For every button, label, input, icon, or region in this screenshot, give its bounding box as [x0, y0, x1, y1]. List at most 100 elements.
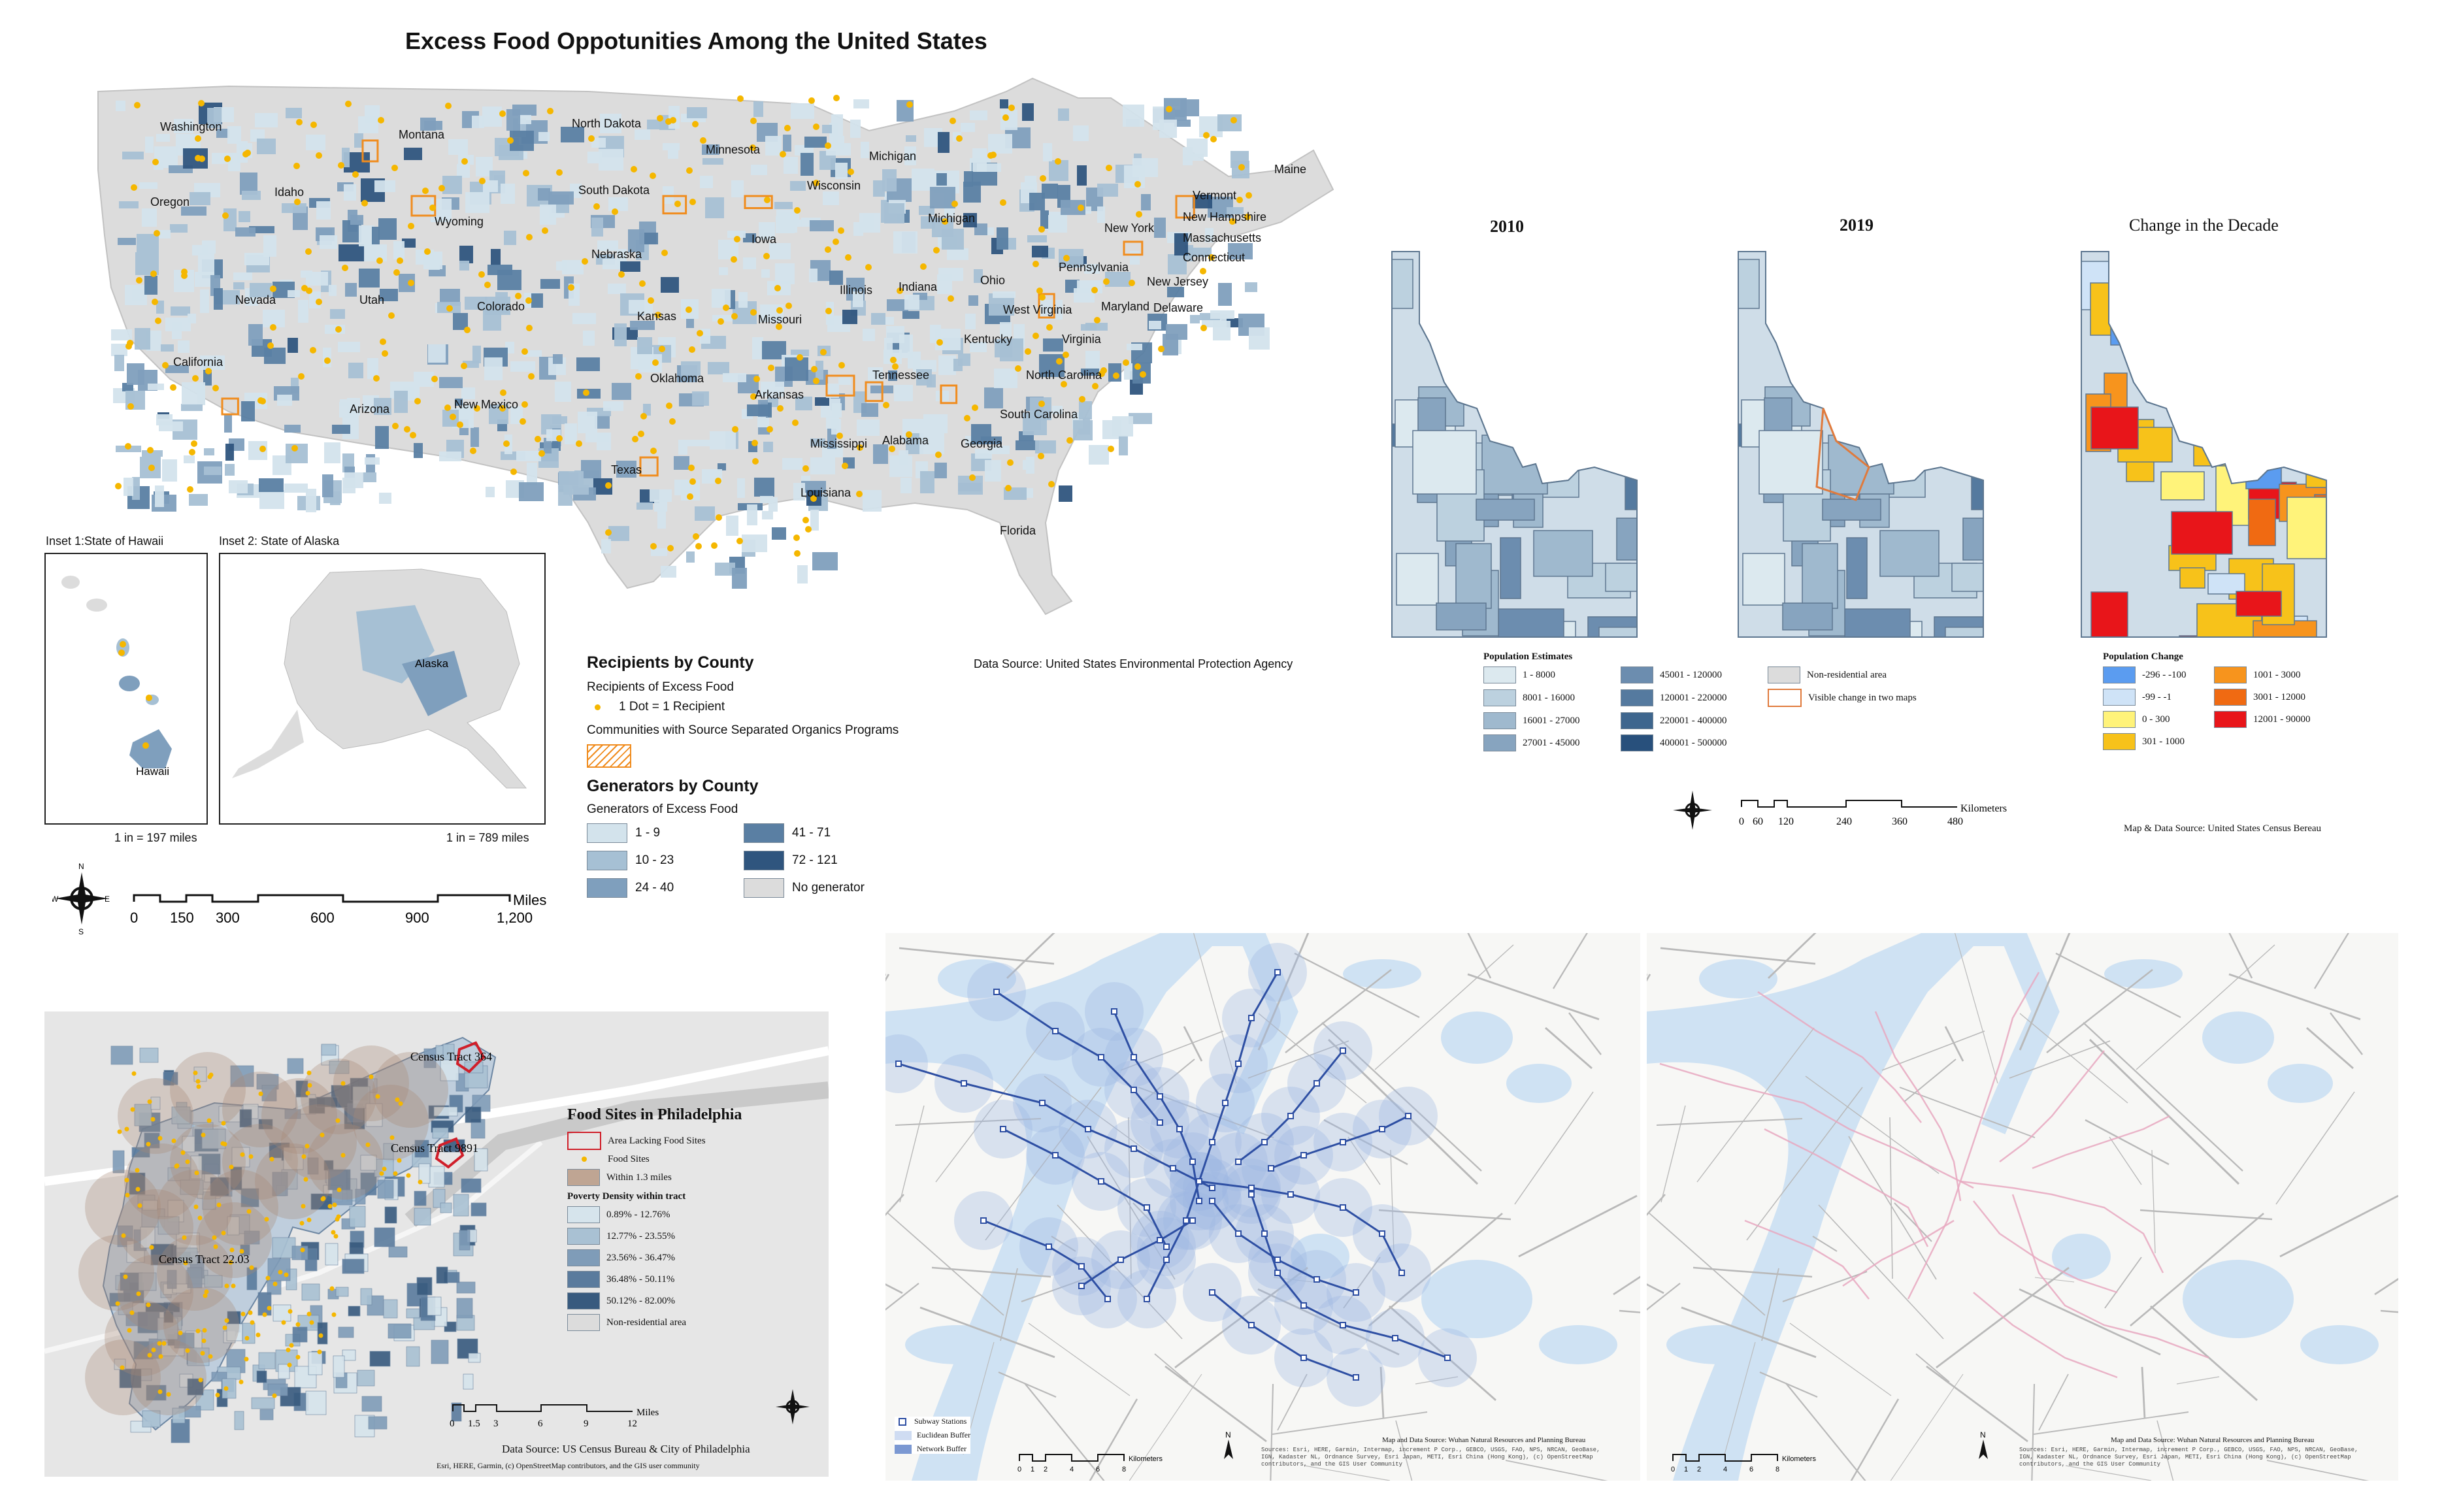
recipient-dot: [291, 445, 298, 452]
food-site: [318, 1333, 323, 1338]
recipient-dot: [848, 169, 854, 175]
pop-class-label: 27001 - 45000: [1523, 737, 1580, 748]
subway-route: [1874, 1011, 1962, 1202]
food-site: [331, 1312, 337, 1317]
recipient-dot: [457, 421, 463, 428]
tract: [414, 1140, 429, 1158]
recipient-dot: [479, 178, 486, 184]
recipient-dot: [345, 101, 352, 107]
food-site: [301, 1154, 306, 1159]
county: [459, 246, 473, 263]
road: [1648, 1212, 1766, 1316]
philly-scale-label: 3: [493, 1419, 499, 1429]
station: [1131, 1087, 1137, 1093]
county: [1048, 215, 1067, 233]
recipient-dot: [388, 312, 395, 319]
county: [759, 222, 775, 240]
poverty-label: 12.77% - 23.55%: [606, 1230, 675, 1241]
road: [1272, 1411, 1428, 1435]
county: [591, 138, 606, 148]
county: [156, 301, 164, 314]
county: [510, 131, 534, 151]
county: [559, 471, 584, 485]
recipient-dot: [576, 440, 582, 447]
recipient-dot: [657, 115, 663, 122]
tract: [119, 1368, 142, 1389]
road: [1850, 1398, 1900, 1481]
station: [1098, 1178, 1104, 1185]
road: [2055, 952, 2181, 1019]
county: [601, 539, 611, 553]
station: [1405, 1113, 1412, 1119]
county: [1530, 393, 1590, 448]
county: [710, 431, 736, 450]
svg-text:S: S: [78, 927, 84, 934]
county: [775, 263, 795, 284]
recipient-dot: [1091, 287, 1098, 293]
county: [938, 355, 956, 375]
county: [1594, 399, 1619, 431]
county: [742, 534, 767, 552]
state-label: California: [173, 355, 223, 369]
tract: [305, 1390, 327, 1415]
tract: [187, 1267, 203, 1289]
county: [2179, 352, 2245, 414]
wuhan-right-credits: Sources: Esri, HERE, Garmin, Intermap, i…: [2019, 1447, 2358, 1468]
state-label: South Carolina: [1000, 408, 1078, 421]
county: [883, 350, 902, 364]
food-site: [299, 1221, 305, 1226]
lake: [1699, 959, 1777, 998]
county: [1228, 243, 1253, 259]
state-label: Wyoming: [435, 215, 484, 228]
wr-scale-label: 2: [1697, 1466, 1701, 1473]
food-site: [194, 1170, 199, 1175]
county: [608, 526, 629, 541]
station: [1248, 1015, 1255, 1021]
county: [1516, 340, 1542, 403]
food-site: [272, 1281, 278, 1287]
subway-line: [1081, 1219, 1193, 1287]
county: [723, 373, 746, 382]
county: [572, 313, 596, 324]
county: [743, 257, 756, 269]
inset-hawaii-title: Inset 1:State of Hawaii: [46, 534, 164, 548]
nonres-swatch: [567, 1314, 600, 1331]
recipient-dot: [1092, 383, 1098, 389]
recipient-dot: [605, 482, 612, 489]
county: [2319, 332, 2326, 378]
recipient-dot: [310, 347, 316, 353]
class-swatch-6: [744, 878, 784, 898]
pop-swatch: [1621, 666, 1653, 683]
recipient-dot: [833, 95, 840, 101]
road: [2031, 1383, 2036, 1481]
philly-north-arrow: [776, 1389, 810, 1424]
county: [365, 457, 380, 465]
recipient-dot: [1129, 280, 1135, 286]
recipient-dot: [378, 117, 384, 123]
pop-swatch: [1483, 689, 1516, 706]
tract: [423, 1048, 437, 1068]
recipient-dot: [155, 318, 161, 324]
recipient-dot: [222, 212, 229, 219]
county: [597, 240, 618, 251]
recipient-dot: [470, 448, 476, 454]
recipient-dot: [125, 443, 131, 450]
recipient-dot: [296, 119, 303, 125]
change-swatch: [2214, 711, 2247, 728]
county: [647, 120, 671, 129]
tract: [433, 1106, 458, 1117]
county: [348, 363, 363, 378]
buffer: [118, 1189, 193, 1265]
county: [718, 463, 726, 470]
tract: [474, 1148, 488, 1172]
recipient-dot: [1063, 352, 1069, 358]
recipient-dot: [686, 167, 693, 174]
county: [1412, 430, 1477, 495]
county: [815, 397, 829, 406]
wl-legend-network: Network Buffer: [917, 1444, 967, 1453]
food-site: [327, 1204, 333, 1209]
recipient-dot: [1200, 325, 1207, 331]
recipient-dot: [270, 324, 276, 331]
tract: [327, 1169, 351, 1191]
county: [484, 357, 503, 380]
